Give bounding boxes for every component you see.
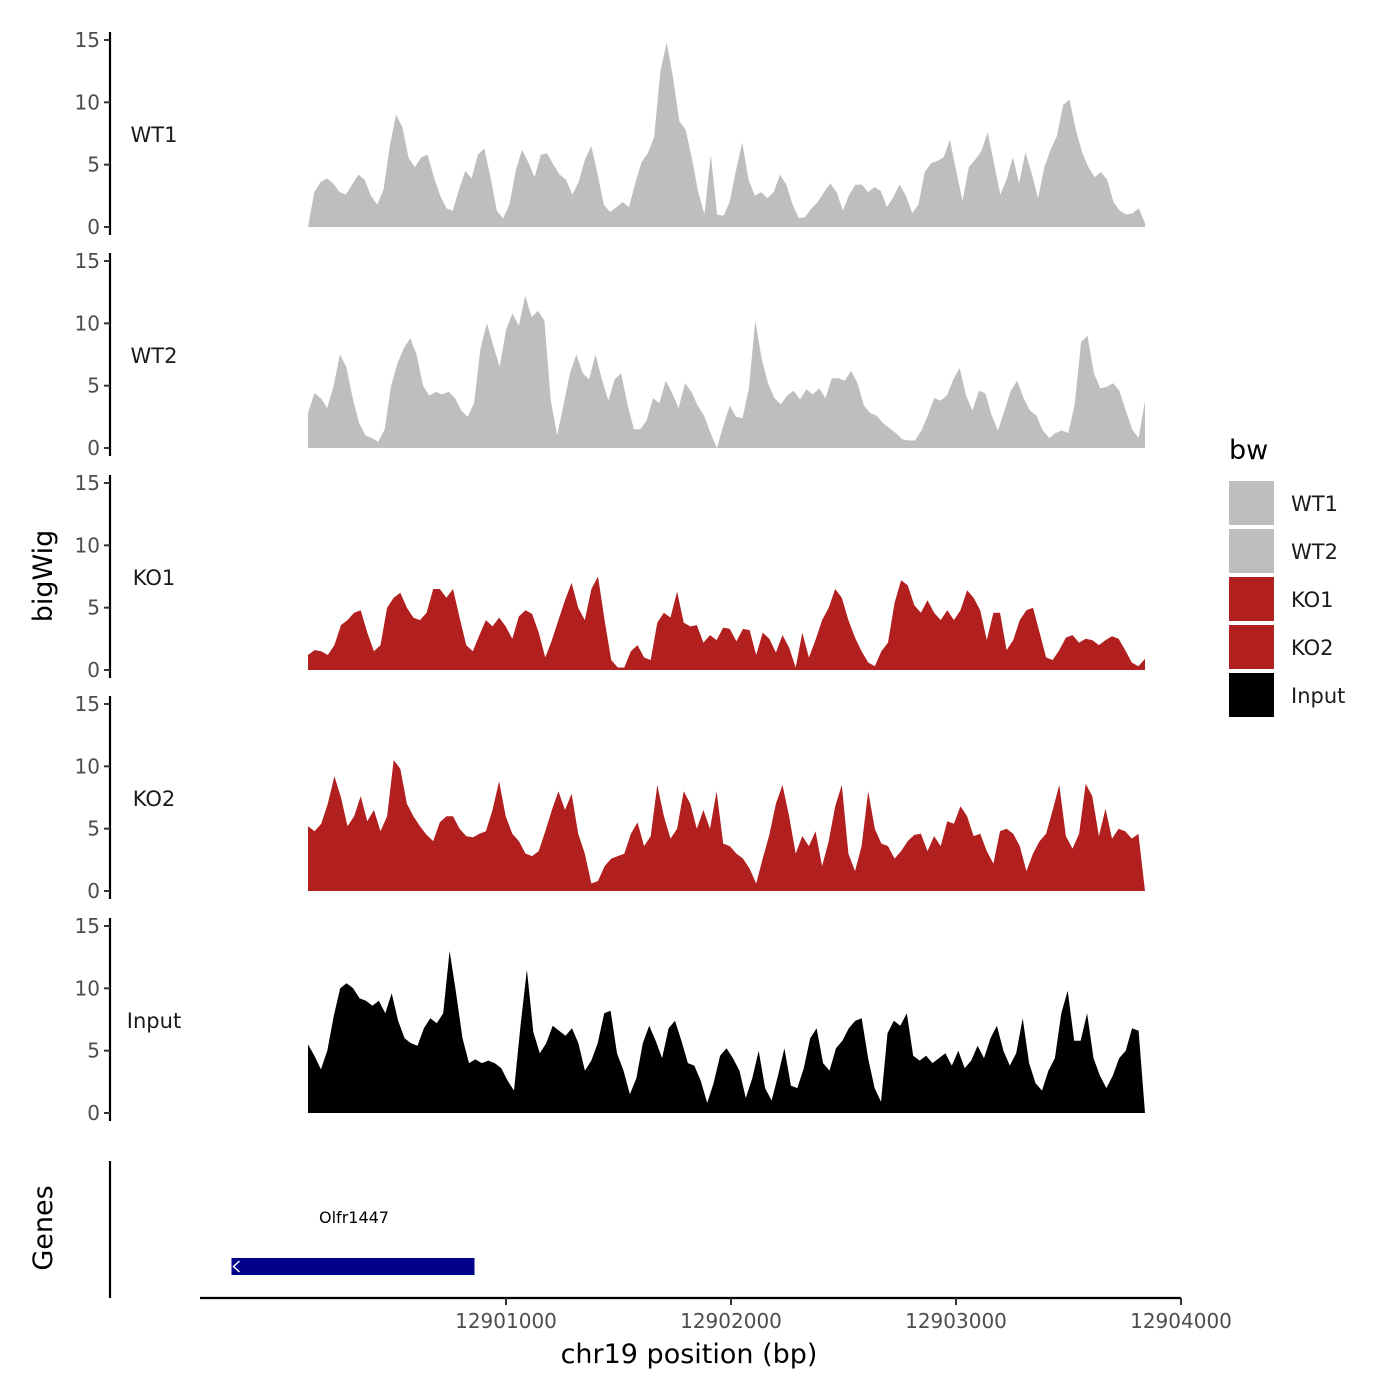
x-tick-label: 12903000 xyxy=(905,1309,1007,1333)
legend-key-wt1 xyxy=(1229,481,1274,525)
legend-key-wt2 xyxy=(1229,529,1274,573)
y-tick-label: 15 xyxy=(75,471,100,495)
x-tick-label: 12901000 xyxy=(455,1309,557,1333)
y-tick-label: 10 xyxy=(75,311,100,335)
y-tick-label: 10 xyxy=(75,754,100,778)
x-axis: 12901000 12902000 12903000 12904000 xyxy=(200,1296,1232,1333)
y-tick-label: 0 xyxy=(87,436,100,460)
y-tick-label: 0 xyxy=(87,1101,100,1125)
track-area-wt1 xyxy=(308,42,1145,227)
track-area-input xyxy=(308,950,1145,1113)
track-area-wt2 xyxy=(308,295,1145,448)
y-tick-label: 15 xyxy=(75,28,100,52)
legend-label-wt1: WT1 xyxy=(1291,492,1338,516)
legend-label-ko2: KO2 xyxy=(1291,636,1334,660)
track-label-ko2: KO2 xyxy=(133,787,176,811)
legend-title: bw xyxy=(1229,435,1268,466)
track-area-ko1 xyxy=(308,576,1145,670)
track-label-input: Input xyxy=(127,1009,181,1033)
track-panel-ko2: 0 5 10 15 KO2 xyxy=(75,692,1145,903)
legend-label-wt2: WT2 xyxy=(1291,540,1338,564)
legend: bw WT1 WT2 KO1 KO2 Input xyxy=(1229,435,1345,717)
y-tick-label: 0 xyxy=(87,658,100,682)
legend-label-input: Input xyxy=(1291,684,1345,708)
x-tick-label: 12904000 xyxy=(1130,1309,1232,1333)
track-panel-wt2: 0 5 10 15 WT2 xyxy=(75,249,1145,460)
track-panels: 0 5 10 15 WT1 0 5 10 15 WT2 0 5 10 15 KO1 0 5 10 15 KO2 0 5 10… xyxy=(75,28,1145,1125)
track-panel-input: 0 5 10 15 Input xyxy=(75,914,1145,1125)
y-tick-label: 15 xyxy=(75,249,100,273)
track-panel-ko1: 0 5 10 15 KO1 xyxy=(75,471,1145,682)
legend-key-input xyxy=(1229,673,1274,717)
y-tick-label: 10 xyxy=(75,533,100,557)
y-tick-label: 15 xyxy=(75,914,100,938)
y-tick-label: 0 xyxy=(87,215,100,239)
x-axis-title: chr19 position (bp) xyxy=(561,1339,818,1370)
track-label-wt1: WT1 xyxy=(131,123,178,147)
track-label-ko1: KO1 xyxy=(133,566,176,590)
genes-axis-title: Genes xyxy=(28,1185,59,1270)
y-tick-label: 5 xyxy=(87,596,100,620)
gene-strand-arrow-icon xyxy=(232,1260,241,1273)
gene-label: Olfr1447 xyxy=(319,1208,389,1227)
track-area-ko2 xyxy=(308,760,1145,891)
genes-panel: Olfr1447 xyxy=(108,1161,475,1298)
legend-key-ko2 xyxy=(1229,625,1274,669)
gene-bar xyxy=(231,1258,475,1275)
legend-label-ko1: KO1 xyxy=(1291,588,1334,612)
y-tick-label: 10 xyxy=(75,976,100,1000)
track-panel-wt1: 0 5 10 15 WT1 xyxy=(75,28,1145,239)
y-tick-label: 5 xyxy=(87,1039,100,1063)
y-tick-label: 5 xyxy=(87,153,100,177)
y-tick-label: 15 xyxy=(75,692,100,716)
y-tick-label: 5 xyxy=(87,374,100,398)
track-label-wt2: WT2 xyxy=(131,344,178,368)
y-tick-label: 5 xyxy=(87,817,100,841)
x-tick-label: 12902000 xyxy=(680,1309,782,1333)
legend-key-ko1 xyxy=(1229,577,1274,621)
y-axis-title: bigWig xyxy=(28,530,59,623)
y-tick-label: 0 xyxy=(87,879,100,903)
y-tick-label: 10 xyxy=(75,90,100,114)
